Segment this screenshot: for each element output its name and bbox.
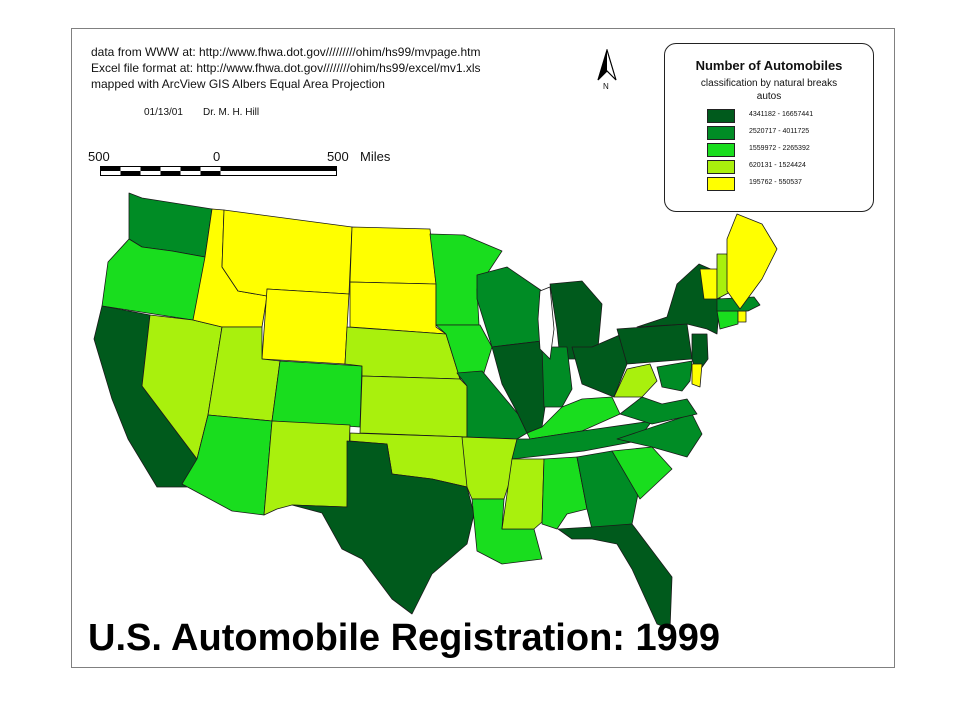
- state-mississippi: [501, 458, 545, 530]
- scale-units: Miles: [360, 149, 391, 164]
- map-author: Dr. M. H. Hill: [203, 107, 260, 118]
- state-delaware: [691, 363, 703, 388]
- legend: Number of Automobiles classification by …: [664, 43, 874, 212]
- north-label: N: [603, 82, 609, 91]
- legend-label: 2520717 - 4011725: [749, 128, 810, 135]
- legend-swatch: [707, 109, 735, 123]
- source-line-excel: Excel file format at: http://www.fhwa.do…: [91, 61, 481, 75]
- legend-title: Number of Automobiles: [695, 58, 843, 73]
- legend-label: 4341182 - 16657441: [749, 111, 814, 118]
- map-frame: data from WWW at: http://www.fhwa.dot.go…: [71, 28, 895, 668]
- lake-michigan: [537, 286, 555, 360]
- state-rhode-island: [737, 310, 747, 323]
- state-missouri: [456, 370, 528, 440]
- state-texas: [291, 440, 475, 615]
- legend-label: 1559972 - 2265392: [749, 145, 810, 152]
- state-south-carolina: [611, 446, 673, 500]
- legend-label: 195762 - 550537: [749, 179, 802, 186]
- source-line-data: data from WWW at: http://www.fhwa.dot.go…: [91, 45, 481, 59]
- state-wisconsin: [476, 266, 543, 348]
- legend-swatch: [707, 160, 735, 174]
- map-date: 01/13/01: [144, 107, 183, 118]
- source-line-projection: mapped with ArcView GIS Albers Equal Are…: [91, 77, 385, 91]
- legend-unit: autos: [756, 91, 782, 102]
- scale-bar: [100, 166, 337, 176]
- state-colorado: [271, 360, 363, 428]
- state-florida: [557, 523, 673, 630]
- state-maryland: [656, 360, 693, 392]
- us-state-map: [93, 192, 778, 630]
- state-louisiana: [471, 498, 543, 565]
- state-north-dakota: [349, 226, 437, 285]
- legend-swatch: [707, 143, 735, 157]
- scale-label-right: 500: [327, 149, 349, 164]
- north-arrow-icon: [597, 49, 617, 81]
- state-south-dakota: [349, 281, 447, 335]
- state-indiana: [541, 346, 573, 408]
- legend-swatch: [707, 126, 735, 140]
- state-pennsylvania: [616, 323, 693, 365]
- map-title: U.S. Automobile Registration: 1999: [88, 617, 721, 659]
- state-kansas: [359, 375, 468, 438]
- state-minnesota: [429, 233, 503, 326]
- state-connecticut: [716, 310, 739, 330]
- state-montana: [221, 209, 353, 297]
- legend-subtitle: classification by natural breaks: [700, 78, 838, 89]
- scale-label-left: 500: [88, 149, 110, 164]
- scale-label-zero: 0: [213, 149, 221, 164]
- legend-label: 620131 - 1524424: [749, 162, 806, 169]
- state-new-mexico: [263, 420, 351, 516]
- legend-swatch: [707, 177, 735, 191]
- state-west-virginia: [613, 363, 658, 398]
- state-nebraska: [344, 326, 461, 380]
- state-wyoming: [261, 288, 350, 365]
- state-maine: [726, 213, 778, 310]
